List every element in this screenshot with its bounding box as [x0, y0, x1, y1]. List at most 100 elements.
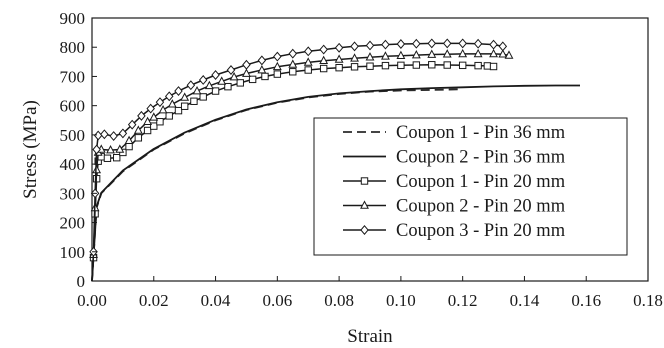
data-point — [489, 48, 498, 58]
data-point — [381, 39, 390, 50]
data-point — [137, 110, 146, 121]
data-point — [134, 134, 143, 142]
data-point — [236, 79, 244, 87]
x-tick-label: 0.14 — [510, 291, 540, 310]
data-point — [211, 70, 220, 80]
data-point — [180, 92, 190, 101]
plot-border — [91, 17, 649, 282]
data-point — [335, 63, 343, 72]
data-point — [483, 62, 492, 70]
data-point — [146, 103, 155, 114]
data-point — [174, 106, 183, 115]
legend-item: Coupon 1 - Pin 36 mm — [343, 123, 566, 143]
data-point — [319, 64, 328, 73]
y-axis-ticks: 0 100 200 300 400 500 600 700 800 900 — [60, 9, 97, 291]
legend-label: Coupon 2 - Pin 36 mm — [396, 148, 566, 168]
data-point — [93, 130, 103, 141]
x-tick-label: 0.04 — [201, 291, 231, 310]
series-layer — [89, 38, 580, 282]
y-tick-label: 0 — [77, 272, 86, 291]
data-point — [412, 38, 421, 49]
data-point — [334, 54, 344, 63]
data-point — [474, 61, 482, 70]
data-point — [156, 118, 164, 126]
data-point — [427, 38, 437, 49]
y-tick-label: 300 — [60, 184, 86, 203]
data-point — [226, 65, 236, 75]
data-point — [150, 122, 158, 130]
data-point — [304, 66, 312, 74]
data-point — [217, 76, 227, 85]
data-point — [350, 41, 359, 52]
data-point — [288, 48, 298, 59]
data-point — [458, 48, 468, 58]
y-tick-label: 500 — [60, 126, 86, 145]
data-point — [158, 104, 168, 114]
x-tick-label: 0.06 — [262, 291, 292, 310]
data-point — [257, 64, 267, 74]
data-point — [489, 62, 498, 71]
data-point — [319, 44, 328, 55]
y-tick-label: 700 — [60, 67, 86, 86]
data-point — [365, 52, 375, 61]
data-point — [428, 61, 436, 69]
data-point — [498, 41, 508, 52]
data-point — [100, 129, 109, 140]
data-point — [397, 61, 405, 70]
data-point — [143, 116, 153, 126]
data-point — [124, 135, 134, 145]
y-tick-label: 600 — [60, 97, 86, 116]
x-axis-title: Strain — [347, 326, 393, 347]
series-4 — [89, 48, 514, 282]
data-point — [273, 51, 282, 62]
data-point — [167, 99, 177, 108]
data-point — [113, 153, 121, 162]
data-point — [396, 39, 406, 49]
x-tick-label: 0.08 — [324, 291, 354, 310]
data-point — [334, 42, 344, 53]
legend: Coupon 1 - Pin 36 mm Coupon 2 - Pin 36 mm… — [313, 117, 628, 256]
y-tick-label: 100 — [60, 243, 86, 262]
data-point — [186, 80, 196, 91]
data-point — [427, 49, 437, 58]
data-point — [489, 39, 498, 50]
data-point — [155, 97, 165, 108]
data-point — [319, 55, 329, 64]
x-tick-label: 0.18 — [633, 291, 663, 310]
data-point — [381, 61, 390, 70]
data-point — [242, 68, 251, 77]
data-point — [498, 49, 508, 58]
data-point — [350, 53, 359, 62]
x-tick-label: 0.02 — [139, 291, 169, 310]
data-point — [190, 97, 198, 105]
data-point — [199, 93, 207, 101]
data-point — [198, 74, 208, 85]
data-point — [366, 62, 374, 70]
data-point — [115, 144, 125, 153]
legend-label: Coupon 1 - Pin 20 mm — [396, 172, 566, 192]
data-point — [174, 86, 183, 97]
data-point — [443, 61, 451, 69]
x-tick-label: 0.12 — [448, 291, 478, 310]
data-point — [272, 61, 282, 71]
data-point — [165, 112, 173, 120]
legend-label: Coupon 2 - Pin 20 mm — [396, 197, 566, 217]
y-tick-label: 800 — [60, 38, 86, 57]
plot-area — [91, 17, 649, 282]
data-point — [473, 38, 483, 49]
legend-label: Coupon 3 - Pin 20 mm — [396, 221, 566, 241]
data-point — [288, 59, 298, 68]
data-point — [180, 102, 189, 110]
data-point — [109, 131, 118, 142]
data-point — [365, 40, 375, 51]
data-point — [133, 125, 143, 134]
data-point — [204, 80, 214, 90]
data-point — [458, 38, 467, 49]
data-point — [504, 50, 514, 59]
y-axis-title: Stress (MPa) — [20, 100, 41, 199]
x-axis-ticks: 0.00 0.02 0.04 0.06 0.08 0.10 0.12 0.14 0.16 0.18 — [77, 276, 663, 310]
data-point — [149, 112, 159, 121]
data-point — [143, 126, 152, 135]
legend-marker — [360, 225, 369, 235]
series-2 — [91, 84, 580, 282]
